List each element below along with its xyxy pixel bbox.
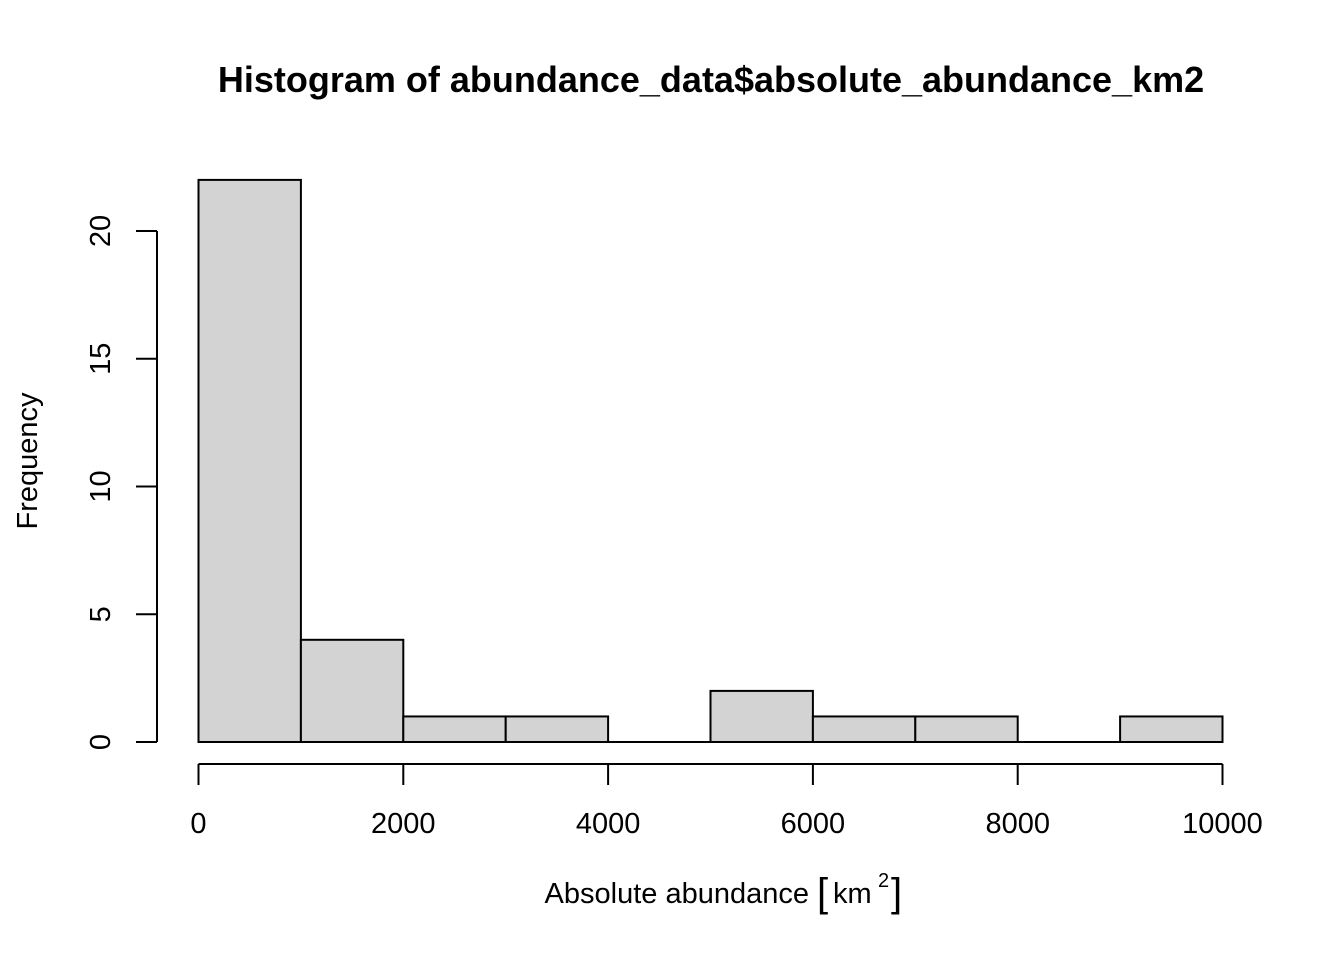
y-tick-label: 10 bbox=[85, 470, 117, 502]
y-tick-label: 5 bbox=[85, 606, 117, 622]
histogram-bar bbox=[299, 638, 405, 743]
x-axis-label-open-bracket: [ bbox=[817, 871, 828, 915]
histogram-bar bbox=[1119, 715, 1224, 744]
histogram-bar bbox=[197, 178, 302, 743]
y-tick-label: 0 bbox=[85, 734, 117, 750]
y-axis-label: Frequency bbox=[12, 392, 44, 530]
x-axis-label-unit-exponent: 2 bbox=[878, 870, 889, 892]
x-tick-label: 4000 bbox=[576, 808, 641, 840]
bars-group bbox=[197, 178, 1224, 744]
x-tick-label: 8000 bbox=[985, 808, 1050, 840]
x-tick-label: 10000 bbox=[1182, 808, 1263, 840]
histogram-bar bbox=[504, 715, 610, 744]
x-axis: 0 2000 4000 6000 8000 10000 bbox=[190, 763, 1263, 840]
histogram-bar bbox=[402, 715, 507, 744]
chart-title: Histogram of abundance_data$absolute_abu… bbox=[218, 59, 1204, 100]
histogram-bar bbox=[914, 715, 1019, 744]
y-tick-label: 20 bbox=[85, 215, 117, 247]
x-axis-label: Absolute abundance bbox=[545, 878, 809, 910]
x-axis-label-close-bracket: ] bbox=[891, 871, 902, 915]
x-tick-label: 6000 bbox=[781, 808, 846, 840]
x-axis-label-group: Absolute abundance [ km 2 ] bbox=[545, 870, 903, 915]
y-axis: 0 5 10 15 20 bbox=[85, 215, 158, 750]
x-tick-label: 0 bbox=[190, 808, 206, 840]
y-tick-label: 15 bbox=[85, 343, 117, 375]
x-axis-label-unit: km bbox=[833, 878, 872, 910]
histogram-bar bbox=[811, 715, 917, 744]
histogram-bar bbox=[709, 689, 814, 744]
x-tick-label: 2000 bbox=[371, 808, 436, 840]
